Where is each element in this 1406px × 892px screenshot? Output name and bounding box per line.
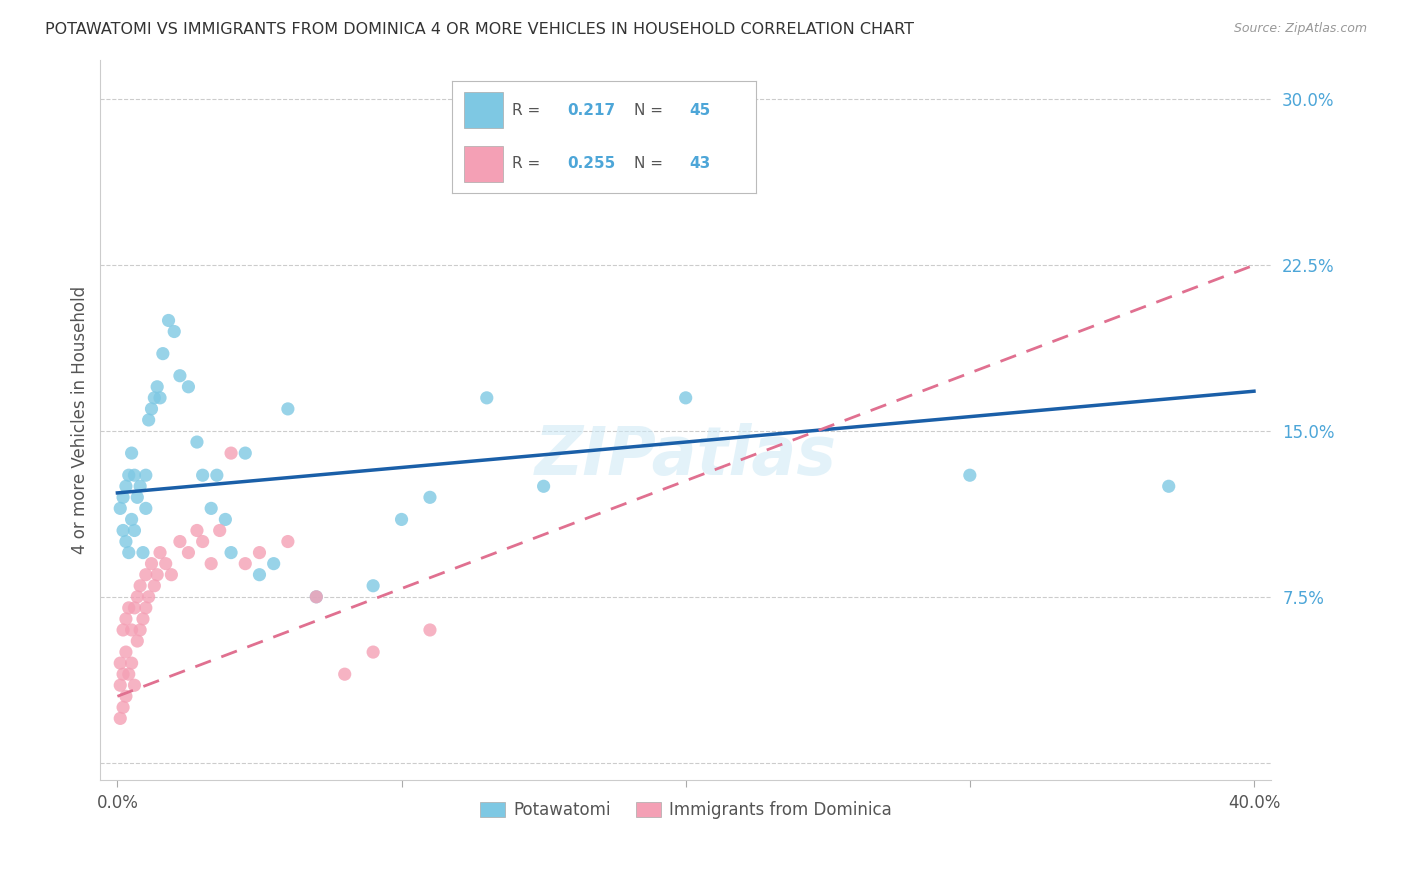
Point — [138, 413, 160, 427]
Point — [155, 557, 177, 571]
Point — [129, 579, 152, 593]
Point — [208, 524, 231, 538]
Point — [112, 524, 135, 538]
Text: ZIPatlas: ZIPatlas — [534, 423, 837, 489]
Point — [361, 645, 384, 659]
Point — [127, 491, 149, 505]
Point — [132, 546, 155, 560]
Point — [115, 612, 138, 626]
Point — [157, 313, 180, 327]
Point — [200, 501, 222, 516]
Point — [186, 435, 208, 450]
Point — [115, 479, 138, 493]
Point — [169, 534, 191, 549]
Point — [475, 391, 498, 405]
Point — [121, 656, 143, 670]
Point — [110, 501, 132, 516]
Point — [277, 534, 299, 549]
Point — [132, 612, 155, 626]
Point — [333, 667, 356, 681]
Point — [110, 678, 132, 692]
Point — [419, 491, 441, 505]
Text: POTAWATOMI VS IMMIGRANTS FROM DOMINICA 4 OR MORE VEHICLES IN HOUSEHOLD CORRELATI: POTAWATOMI VS IMMIGRANTS FROM DOMINICA 4… — [45, 22, 914, 37]
Point — [152, 346, 174, 360]
Point — [121, 623, 143, 637]
Point — [959, 468, 981, 483]
Point — [169, 368, 191, 383]
Point — [305, 590, 328, 604]
Point — [135, 468, 157, 483]
Point — [277, 401, 299, 416]
Point — [163, 325, 186, 339]
Point — [143, 391, 166, 405]
Point — [361, 579, 384, 593]
Point — [129, 479, 152, 493]
Point — [675, 391, 697, 405]
Point — [141, 401, 163, 416]
Point — [118, 546, 141, 560]
Point — [112, 700, 135, 714]
Point — [191, 468, 214, 483]
Point — [118, 468, 141, 483]
Point — [124, 468, 146, 483]
Point — [118, 667, 141, 681]
Point — [112, 623, 135, 637]
Point — [127, 634, 149, 648]
Point — [219, 446, 242, 460]
Point — [233, 446, 256, 460]
Point — [121, 512, 143, 526]
Point — [138, 590, 160, 604]
Point — [177, 380, 200, 394]
Point — [177, 546, 200, 560]
Point — [124, 524, 146, 538]
Point — [112, 667, 135, 681]
Point — [135, 567, 157, 582]
Point — [149, 546, 172, 560]
Point — [115, 534, 138, 549]
Point — [110, 656, 132, 670]
Point — [110, 711, 132, 725]
Legend: Potawatomi, Immigrants from Dominica: Potawatomi, Immigrants from Dominica — [472, 795, 898, 826]
Point — [186, 524, 208, 538]
Point — [191, 534, 214, 549]
Point — [141, 557, 163, 571]
Point — [127, 590, 149, 604]
Point — [118, 600, 141, 615]
Point — [305, 590, 328, 604]
Point — [249, 546, 271, 560]
Y-axis label: 4 or more Vehicles in Household: 4 or more Vehicles in Household — [72, 286, 89, 554]
Point — [160, 567, 183, 582]
Point — [121, 446, 143, 460]
Point — [419, 623, 441, 637]
Point — [200, 557, 222, 571]
Point — [135, 501, 157, 516]
Point — [124, 600, 146, 615]
Point — [146, 567, 169, 582]
Point — [214, 512, 236, 526]
Point — [249, 567, 271, 582]
Point — [233, 557, 256, 571]
Point — [146, 380, 169, 394]
Point — [115, 690, 138, 704]
Point — [143, 579, 166, 593]
Point — [1157, 479, 1180, 493]
Point — [533, 479, 555, 493]
Point — [149, 391, 172, 405]
Point — [129, 623, 152, 637]
Point — [263, 557, 285, 571]
Point — [391, 512, 413, 526]
Point — [112, 491, 135, 505]
Point — [205, 468, 228, 483]
Point — [124, 678, 146, 692]
Point — [219, 546, 242, 560]
Text: Source: ZipAtlas.com: Source: ZipAtlas.com — [1233, 22, 1367, 36]
Point — [135, 600, 157, 615]
Point — [115, 645, 138, 659]
